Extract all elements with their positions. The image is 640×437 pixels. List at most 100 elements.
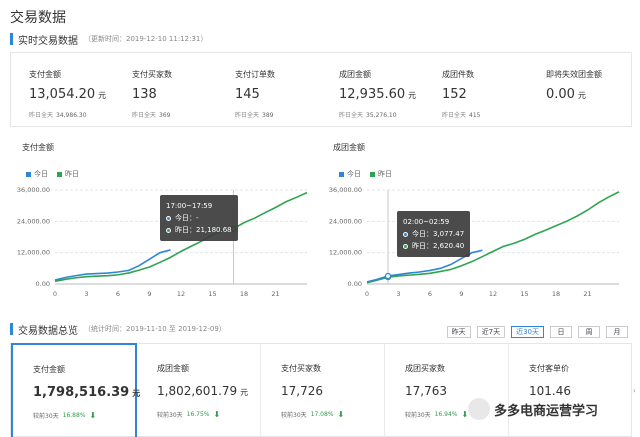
x-tick-label: 18: [552, 290, 560, 298]
kpi-label: 即将失效团金额: [546, 70, 602, 79]
kpi-group-items[interactable]: 成团件数 152 昨日全天 415: [442, 53, 542, 128]
card-compare: 较前30天 16.75% ⬇: [157, 410, 221, 419]
card-paying-buyers[interactable]: 支付买家数 17,726 较前30天 17.08% ⬇: [261, 344, 385, 437]
page-title: 交易数据: [10, 10, 66, 26]
chart-legend: 今日 昨日: [26, 169, 88, 179]
tab-month[interactable]: 月: [606, 326, 628, 338]
realtime-section-header: 实时交易数据 （更新时间：2019-12-10 11:12:31）: [10, 32, 208, 47]
realtime-title: 实时交易数据: [18, 35, 78, 47]
legend-today[interactable]: 今日: [339, 169, 361, 179]
series-today-line: [54, 249, 171, 281]
range-tabs: 昨天 近7天 近30天 日 周 月: [441, 326, 628, 338]
x-tick-label: 15: [208, 290, 216, 298]
card-label: 支付客单价: [529, 364, 569, 373]
kpi-paying-buyers[interactable]: 支付买家数 138 昨日全天 369: [132, 53, 232, 128]
card-label: 支付金额: [33, 365, 65, 374]
card-compare: 较前30天 16.94% ⬇: [405, 410, 469, 419]
kpi-expiring-group-amount[interactable]: 即将失效团金额 0.00 元: [546, 53, 640, 128]
tab-day[interactable]: 日: [550, 326, 572, 338]
tooltip-today: 今日： 3,077.47: [403, 228, 464, 240]
x-tick-label: 9: [147, 290, 151, 298]
kpi-value: 0.00 元: [546, 87, 586, 102]
card-value: 1,798,516.39 元: [33, 385, 141, 400]
kpi-yesterday: 昨日全天 369: [132, 112, 171, 119]
x-tick-label: 6: [428, 290, 432, 298]
chart-tooltip: 17:00~17:59 今日： - 昨日： 21,180.68: [160, 195, 238, 241]
card-compare: 较前30天 16.88% ⬇: [33, 411, 97, 420]
card-group-buyers[interactable]: 成团买家数 17,763 较前30天 16.94% ⬇: [385, 344, 509, 437]
tab-30days[interactable]: 近30天: [511, 326, 544, 338]
kpi-yesterday: 昨日全天 34,986.30: [29, 112, 87, 119]
x-tick-label: 6: [116, 290, 120, 298]
chart-title: 成团金额: [333, 143, 365, 152]
kpi-label: 成团金额: [339, 70, 371, 79]
kpi-paid-orders[interactable]: 支付订单数 145 昨日全天 389: [235, 53, 335, 128]
card-value: 17,763: [405, 384, 447, 398]
overview-cards: 支付金额 1,798,516.39 元 较前30天 16.88% ⬇ 成团金额 1,8…: [10, 343, 632, 437]
card-group-amount[interactable]: 成团金额 1,802,601.79 元 较前30天 16.75% ⬇: [137, 344, 261, 437]
x-tick-label: 0: [365, 290, 369, 298]
section-accent-bar: [10, 323, 13, 335]
watermark-text: 多多电商运营学习: [494, 403, 599, 419]
kpi-group-amount[interactable]: 成团金额 12,935.60 元 昨日全天 35,276.10: [339, 53, 439, 128]
x-tick-label: 12: [177, 290, 185, 298]
tooltip-time: 02:00~02:59: [403, 218, 450, 226]
card-label: 成团买家数: [405, 364, 445, 373]
x-tick-label: 21: [271, 290, 279, 298]
tab-week[interactable]: 周: [578, 326, 600, 338]
x-tick-label: 18: [240, 290, 248, 298]
legend-yesterday[interactable]: 昨日: [57, 169, 79, 179]
kpi-label: 支付订单数: [235, 70, 275, 79]
kpi-yesterday: 昨日全天 35,276.10: [339, 112, 397, 119]
x-tick-label: 9: [459, 290, 463, 298]
down-arrow-icon: ⬇: [337, 410, 345, 419]
kpi-yesterday: 昨日全天 389: [235, 112, 274, 119]
scroll-right-icon[interactable]: ›: [632, 386, 636, 395]
x-tick-label: 0: [53, 290, 57, 298]
chart-tooltip: 02:00~02:59 今日： 3,077.47 昨日： 2,620.40: [397, 211, 471, 257]
tab-7days[interactable]: 近7天: [476, 326, 506, 338]
overview-range: （统计时间：2019-11-10 至 2019-12-09）: [84, 325, 226, 333]
overview-title: 交易数据总览: [18, 325, 78, 337]
card-payment-amount[interactable]: 支付金额 1,798,516.39 元 较前30天 16.88% ⬇: [11, 343, 141, 437]
x-tick-label: 3: [396, 290, 400, 298]
y-tick-label: 24,000.00: [329, 217, 362, 225]
card-label: 成团金额: [157, 364, 189, 373]
y-tick-label: 36,000.00: [17, 186, 50, 194]
series-yesterday-line: [366, 191, 620, 284]
overview-section-header: 交易数据总览 （统计时间：2019-11-10 至 2019-12-09）: [10, 322, 226, 337]
hover-point: [384, 272, 392, 280]
y-tick-label: 36,000.00: [329, 186, 362, 194]
card-per-customer-price[interactable]: 支付客单价 101.46: [509, 344, 631, 437]
card-value: 101.46: [529, 384, 571, 398]
down-arrow-icon: ⬇: [461, 410, 469, 419]
y-tick-label: 24,000.00: [17, 217, 50, 225]
series-yesterday-line: [54, 191, 308, 283]
realtime-kpi-panel: 支付金额 13,054.20 元 昨日全天 34,986.30 支付买家数 138 …: [10, 52, 632, 127]
x-tick-label: 12: [489, 290, 497, 298]
y-tick-label: 12,000.00: [329, 249, 362, 257]
card-value: 1,802,601.79 元: [157, 384, 249, 398]
kpi-payment-amount[interactable]: 支付金额 13,054.20 元 昨日全天 34,986.30: [29, 53, 129, 128]
down-arrow-icon: ⬇: [89, 411, 97, 420]
kpi-value: 145: [235, 87, 260, 102]
kpi-label: 成团件数: [442, 70, 474, 79]
down-arrow-icon: ⬇: [213, 410, 221, 419]
tooltip-today: 今日： -: [166, 212, 232, 224]
wechat-logo-icon: [468, 398, 490, 420]
legend-today[interactable]: 今日: [26, 169, 48, 179]
tab-yesterday[interactable]: 昨天: [446, 326, 471, 338]
group-amount-chart[interactable]: 0.00 12,000.00 24,000.00 36,000.00 0 3 6 9 12 15 1…: [312, 180, 632, 310]
legend-yesterday[interactable]: 昨日: [370, 169, 392, 179]
kpi-label: 支付金额: [29, 70, 61, 79]
y-tick-label: 0.00: [36, 280, 50, 288]
x-tick-label: 3: [84, 290, 88, 298]
kpi-value: 152: [442, 87, 467, 102]
update-time: （更新时间：2019-12-10 11:12:31）: [84, 35, 208, 43]
y-tick-label: 12,000.00: [17, 249, 50, 257]
watermark: 多多电商运营学习: [468, 398, 598, 420]
kpi-label: 支付买家数: [132, 70, 172, 79]
card-label: 支付买家数: [281, 364, 321, 373]
x-tick-label: 15: [520, 290, 528, 298]
x-tick-label: 21: [583, 290, 591, 298]
